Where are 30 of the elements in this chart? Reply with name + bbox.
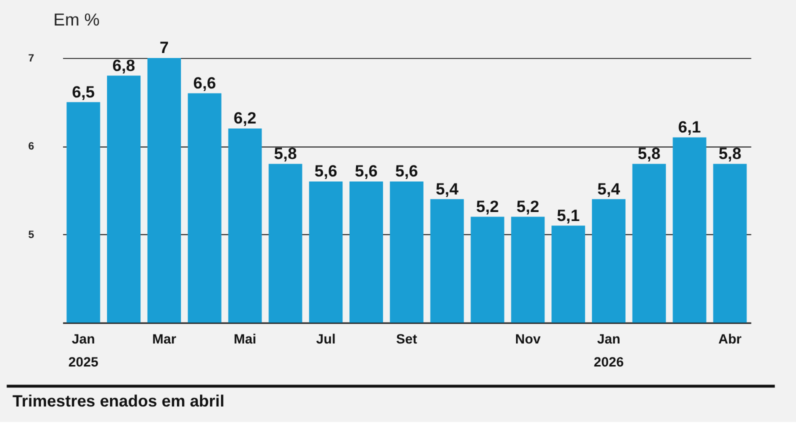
y-tick-label: 6 — [28, 140, 34, 153]
data-label: 5,8 — [718, 145, 742, 164]
x-tick-label: Jan 2025 — [68, 331, 99, 370]
x-tick-label: Jul — [316, 331, 336, 346]
data-label: 6,2 — [234, 110, 256, 128]
y-tick-label: 5 — [28, 228, 34, 241]
data-label: 5,8 — [638, 145, 661, 164]
data-label: 6,1 — [678, 118, 701, 137]
data-label: 5,1 — [556, 206, 580, 225]
x-tick-label: Jan 2026 — [594, 331, 624, 370]
y-axis-title: Em % — [53, 10, 100, 30]
data-label: 6,8 — [112, 56, 136, 75]
data-label: 5,4 — [597, 180, 621, 198]
data-label: 5,8 — [274, 145, 297, 164]
data-label: 7 — [160, 39, 169, 58]
data-label: 6,6 — [193, 74, 216, 92]
x-tick-label: Abr — [718, 331, 742, 346]
x-tick-label: Mar — [152, 331, 177, 346]
x-tick-label: Nov — [515, 331, 542, 346]
data-label: 6,5 — [72, 83, 95, 102]
x-tick-label: Set — [396, 331, 418, 346]
data-label: 5,4 — [436, 180, 460, 198]
x-tick-label: Mai — [234, 331, 256, 346]
y-tick-label: 7 — [28, 52, 34, 64]
data-label: 5,6 — [354, 162, 378, 181]
text: Trimestres enados em abril — [12, 392, 224, 410]
data-label: 5,2 — [516, 198, 540, 216]
data-label: 5,2 — [476, 198, 499, 216]
data-label: 5,6 — [395, 162, 418, 181]
data-label: 5,6 — [314, 162, 338, 181]
